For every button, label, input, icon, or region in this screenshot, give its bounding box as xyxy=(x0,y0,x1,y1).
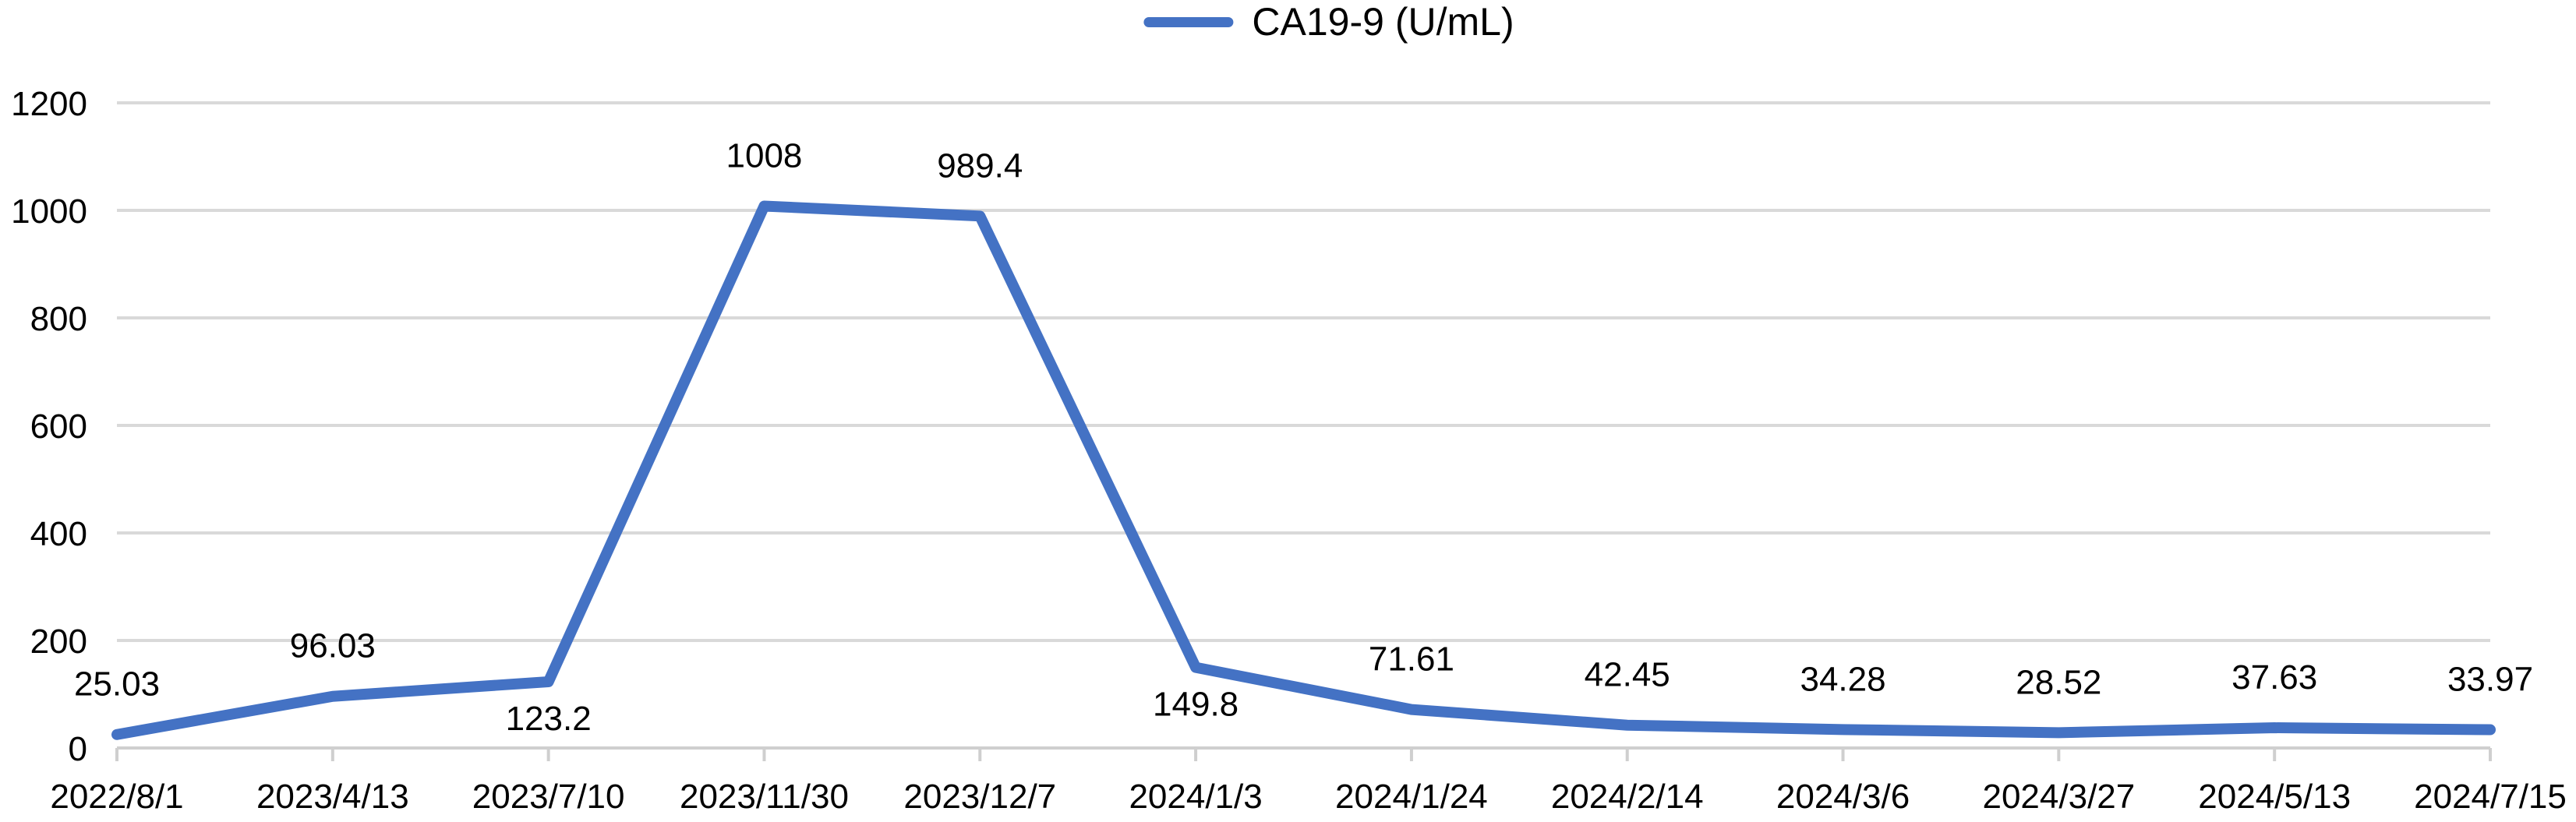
y-axis-tick-label: 800 xyxy=(30,300,87,338)
x-axis-tick-label: 2024/3/6 xyxy=(1776,778,1910,816)
data-label: 33.97 xyxy=(2447,661,2533,699)
data-label: 28.52 xyxy=(2016,663,2101,701)
data-label: 25.03 xyxy=(74,665,160,704)
data-label: 989.4 xyxy=(937,146,1023,185)
data-label: 96.03 xyxy=(290,627,376,665)
data-label: 71.61 xyxy=(1369,640,1454,679)
y-axis-tick-label: 200 xyxy=(30,623,87,661)
x-axis-tick-label: 2024/3/27 xyxy=(1982,778,2135,816)
data-label: 34.28 xyxy=(1800,660,1885,698)
x-axis-tick-label: 2023/4/13 xyxy=(256,778,409,816)
y-axis-tick-label: 600 xyxy=(30,407,87,446)
x-axis-tick-label: 2023/7/10 xyxy=(472,778,625,816)
data-label: 37.63 xyxy=(2231,658,2317,697)
data-label: 1008 xyxy=(726,136,803,175)
x-axis-tick-label: 2024/2/14 xyxy=(1551,778,1704,816)
y-axis-tick-label: 1200 xyxy=(11,85,87,123)
x-axis-tick-label: 2023/11/30 xyxy=(680,778,849,816)
data-label: 149.8 xyxy=(1153,686,1239,724)
x-axis-tick-label: 2024/1/3 xyxy=(1129,778,1262,816)
data-label: 123.2 xyxy=(506,700,592,738)
data-line xyxy=(111,200,2496,740)
data-label: 42.45 xyxy=(1585,656,1670,694)
y-axis-tick-label: 400 xyxy=(30,515,87,553)
x-axis-tick-label: 2024/1/24 xyxy=(1335,778,1488,816)
x-axis-tick-label: 2022/8/1 xyxy=(50,778,183,816)
y-axis-tick-label: 0 xyxy=(69,730,87,768)
x-axis-tick-label: 2023/12/7 xyxy=(903,778,1056,816)
legend-series-label: CA19-9 (U/mL) xyxy=(1252,0,1514,44)
y-axis-tick-label: 1000 xyxy=(11,192,87,231)
chart-legend: CA19-9 (U/mL) xyxy=(1143,2,1514,42)
x-axis-tick-label: 2024/7/15 xyxy=(2414,778,2567,816)
legend-line-marker xyxy=(1143,16,1234,27)
x-axis-tick-label: 2024/5/13 xyxy=(2198,778,2351,816)
